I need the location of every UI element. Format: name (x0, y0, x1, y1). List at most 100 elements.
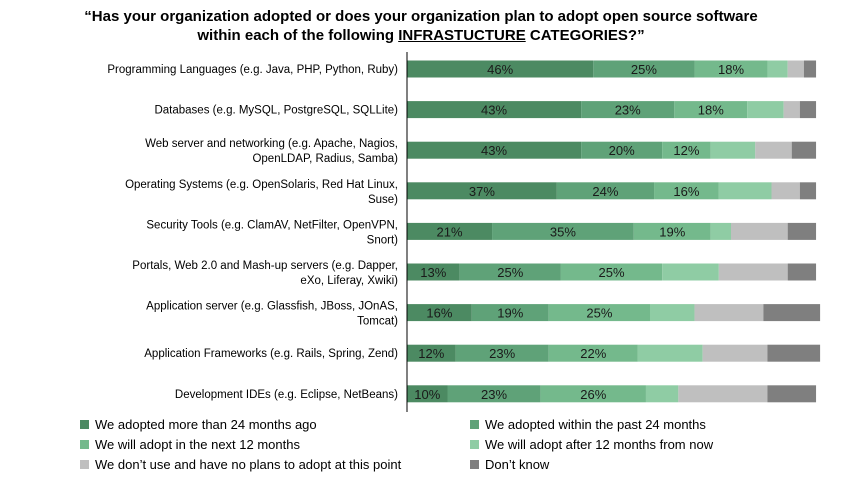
bar-value-label: 21% (437, 224, 463, 239)
bar-value-label: 12% (673, 143, 699, 158)
bar-value-label: 43% (481, 143, 507, 158)
legend-label: We will adopt after 12 months from now (485, 436, 714, 452)
bar-segment (787, 263, 817, 281)
bar-segment (407, 385, 448, 403)
bar-segment (755, 141, 792, 159)
bar-value-label: 20% (609, 143, 635, 158)
bar-value-label: 18% (718, 62, 744, 77)
legend-swatch (470, 459, 479, 469)
bar-segment (787, 60, 804, 78)
bar-segment (407, 222, 493, 240)
bar-segment (718, 263, 788, 281)
bar-value-label: 19% (497, 306, 523, 321)
category-label: Portals, Web 2.0 and Mash-up servers (e.… (132, 260, 398, 287)
category-label: Programming Languages (e.g. Java, PHP, P… (107, 64, 398, 76)
bar-value-label: 16% (673, 184, 699, 199)
bar-segment (731, 222, 788, 240)
bar-segment (455, 344, 549, 362)
bar-segment (787, 222, 817, 240)
legend-item: We will adopt in the next 12 months (80, 436, 300, 452)
legend-label: We don’t use and have no plans to adopt … (95, 456, 402, 472)
bar-value-label: 24% (592, 184, 618, 199)
chart-title-underlined-word: INFRASTUCTURE (398, 27, 526, 44)
bar-segment (645, 385, 679, 403)
bar-segment (407, 344, 456, 362)
bar-segment (492, 222, 634, 240)
category-label: Web server and networking (e.g. Apache, … (145, 138, 398, 165)
chart-title: “Has your organization adopted or does y… (0, 7, 842, 45)
legend-item: We adopted within the past 24 months (470, 416, 706, 432)
bar-segment (799, 101, 817, 119)
legend-label: We adopted more than 24 months ago (95, 416, 317, 432)
bar-segment (581, 141, 663, 159)
bar-segment (560, 263, 663, 281)
bar-segment (407, 182, 557, 200)
legend-label: Don’t know (485, 456, 550, 472)
bar-segment (767, 60, 788, 78)
category-label: Application Frameworks (e.g. Rails, Spri… (144, 348, 398, 360)
bar-segment (650, 304, 695, 322)
bar-segment (407, 304, 472, 322)
bar-segment (662, 141, 711, 159)
bar-segment (694, 304, 764, 322)
bar-segment (407, 141, 582, 159)
legend-label: We will adopt in the next 12 months (95, 436, 300, 452)
bar-value-label: 35% (550, 224, 576, 239)
legend-item: Don’t know (470, 456, 549, 472)
chart-title-line2: within each of the following INFRASTUCTU… (0, 26, 842, 45)
bar-value-label: 16% (426, 306, 452, 321)
legend-item: We adopted more than 24 months ago (80, 416, 317, 432)
bar-value-label: 12% (418, 346, 444, 361)
bar-segment (674, 101, 748, 119)
bar-segment (718, 182, 772, 200)
bar-value-label: 25% (631, 62, 657, 77)
category-label: Databases (e.g. MySQL, PostgreSQL, SQLLi… (154, 105, 398, 117)
category-label: Operating Systems (e.g. OpenSolaris, Red… (125, 179, 398, 206)
bar-segment (710, 222, 731, 240)
bar-value-label: 37% (469, 184, 495, 199)
legend-swatch (470, 419, 479, 429)
legend-swatch (80, 459, 89, 469)
legend-item: We don’t use and have no plans to adopt … (80, 456, 401, 472)
bar-segment (556, 182, 655, 200)
bar-segment (662, 263, 719, 281)
bar-segment (548, 344, 638, 362)
bar-segment (678, 385, 768, 403)
bar-segment (763, 304, 821, 322)
bar-segment (593, 60, 695, 78)
bar-segment (447, 385, 541, 403)
bar-segment (459, 263, 561, 281)
bar-value-label: 23% (489, 346, 515, 361)
bar-segment (694, 60, 768, 78)
legend-swatch (80, 439, 89, 449)
category-label: Application server (e.g. Glassfish, JBos… (146, 301, 398, 328)
bar-value-label: 18% (698, 103, 724, 118)
bar-value-label: 23% (481, 387, 507, 402)
bar-value-label: 25% (599, 265, 625, 280)
bar-segment (747, 101, 784, 119)
legend-item: We will adopt after 12 months from now (470, 436, 713, 452)
chart-title-line1: “Has your organization adopted or does y… (84, 8, 758, 25)
bar-value-label: 23% (615, 103, 641, 118)
legend-label: We adopted within the past 24 months (485, 416, 706, 432)
bar-segment (803, 60, 817, 78)
bar-segment (407, 60, 594, 78)
bar-segment (471, 304, 549, 322)
legend-swatch (470, 439, 479, 449)
bar-segment (767, 344, 821, 362)
bar-value-label: 43% (481, 103, 507, 118)
bar-segment (799, 182, 817, 200)
legend-swatch (80, 419, 89, 429)
bar-value-label: 26% (580, 387, 606, 402)
bar-segment (710, 141, 756, 159)
bar-segment (540, 385, 646, 403)
category-label: Development IDEs (e.g. Eclipse, NetBeans… (175, 389, 398, 401)
chart-title-line2-suffix: CATEGORIES?” (525, 27, 645, 44)
bar-value-label: 22% (580, 346, 606, 361)
bar-segment (702, 344, 768, 362)
chart-title-line2-prefix: within each of the following (197, 27, 399, 44)
bar-segment (767, 385, 817, 403)
bar-segment (407, 263, 460, 281)
bar-segment (548, 304, 650, 322)
